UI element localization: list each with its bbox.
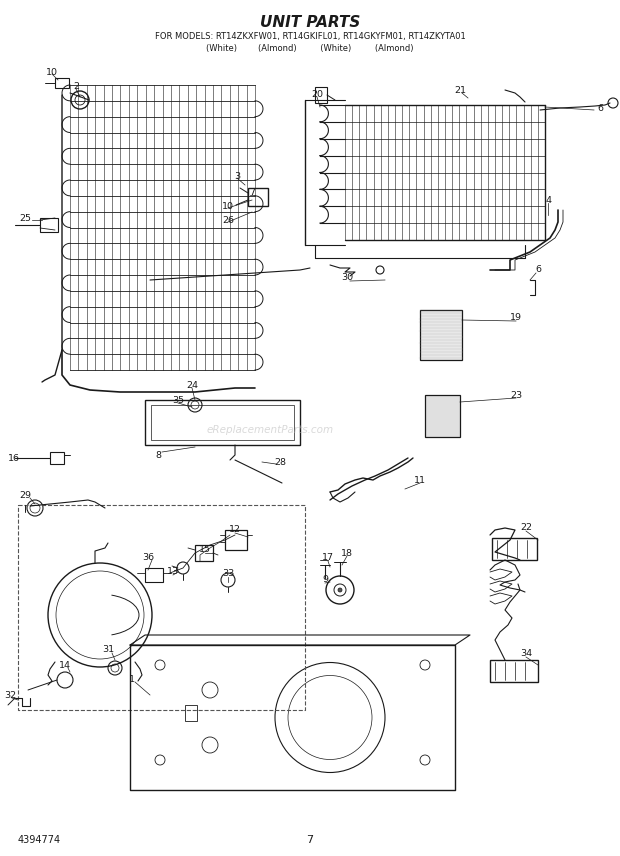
Text: 1: 1 [129, 675, 135, 685]
Text: (White)        (Almond)         (White)         (Almond): (White) (Almond) (White) (Almond) [206, 44, 414, 52]
Text: FOR MODELS: RT14ZKXFW01, RT14GKIFL01, RT14GKYFM01, RT14ZKYTA01: FOR MODELS: RT14ZKXFW01, RT14GKIFL01, RT… [154, 32, 466, 40]
Text: 32: 32 [4, 692, 16, 700]
Bar [145, 568, 163, 582]
Text: 4: 4 [545, 195, 551, 205]
Text: 4394774: 4394774 [18, 835, 61, 845]
Text: 7: 7 [249, 187, 255, 197]
Bar [420, 310, 462, 360]
Circle shape [338, 588, 342, 592]
Text: 6: 6 [597, 104, 603, 112]
Text: 16: 16 [8, 454, 20, 462]
Text: 29: 29 [19, 490, 31, 500]
Bar [248, 188, 268, 206]
Text: 10: 10 [222, 201, 234, 211]
Text: UNIT PARTS: UNIT PARTS [260, 15, 360, 29]
Text: 26: 26 [222, 216, 234, 224]
Text: eReplacementParts.com: eReplacementParts.com [206, 425, 334, 435]
Bar [151, 405, 294, 440]
Bar [490, 660, 538, 682]
Bar [55, 78, 69, 88]
Text: 13: 13 [167, 568, 179, 576]
Text: 23: 23 [510, 390, 522, 400]
Text: 21: 21 [454, 86, 466, 94]
Text: 12: 12 [229, 526, 241, 534]
Text: 2: 2 [73, 81, 79, 91]
Text: 35: 35 [172, 395, 184, 405]
Text: 25: 25 [19, 213, 31, 223]
Text: 28: 28 [274, 457, 286, 467]
Text: 34: 34 [520, 650, 532, 658]
Bar [315, 87, 327, 103]
Bar [195, 545, 213, 561]
Bar [492, 538, 537, 560]
Text: 15: 15 [199, 545, 211, 555]
Text: 24: 24 [186, 381, 198, 389]
Text: 6: 6 [535, 265, 541, 275]
Bar [225, 530, 247, 550]
Text: 33: 33 [222, 569, 234, 579]
Text: 11: 11 [414, 475, 426, 484]
Text: 19: 19 [510, 313, 522, 323]
Text: 18: 18 [341, 549, 353, 557]
Text: 3: 3 [234, 171, 240, 181]
Text: 17: 17 [322, 554, 334, 562]
Text: 36: 36 [142, 554, 154, 562]
Bar [145, 400, 300, 445]
Text: 20: 20 [311, 90, 323, 98]
Text: 14: 14 [59, 661, 71, 669]
Text: 30: 30 [341, 274, 353, 282]
Bar [425, 395, 460, 437]
Text: 8: 8 [155, 450, 161, 460]
Text: 22: 22 [520, 524, 532, 532]
Bar [185, 704, 197, 721]
Text: 9: 9 [322, 575, 328, 585]
Text: 10: 10 [46, 68, 58, 76]
Bar [40, 218, 58, 232]
Text: 7: 7 [306, 835, 314, 845]
Bar [50, 452, 64, 464]
Text: 31: 31 [102, 645, 114, 655]
